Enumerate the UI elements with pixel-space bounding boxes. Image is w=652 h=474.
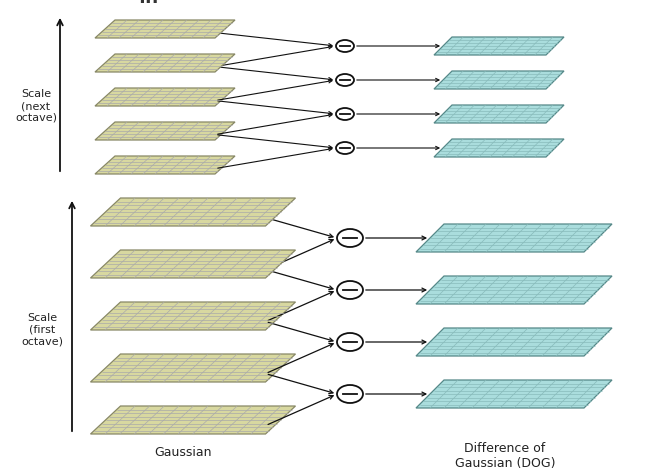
Polygon shape xyxy=(416,328,612,356)
Polygon shape xyxy=(91,354,295,382)
Polygon shape xyxy=(91,406,295,434)
Ellipse shape xyxy=(337,385,363,403)
Polygon shape xyxy=(95,122,235,140)
Polygon shape xyxy=(434,139,564,157)
Ellipse shape xyxy=(336,142,354,154)
Ellipse shape xyxy=(336,108,354,120)
Text: Scale
(first
octave): Scale (first octave) xyxy=(21,313,63,346)
Ellipse shape xyxy=(337,281,363,299)
Text: ...: ... xyxy=(138,0,158,7)
Text: Gaussian: Gaussian xyxy=(155,446,212,458)
Polygon shape xyxy=(95,54,235,72)
Text: Difference of
Gaussian (DOG): Difference of Gaussian (DOG) xyxy=(454,442,556,470)
Polygon shape xyxy=(416,380,612,408)
Polygon shape xyxy=(416,224,612,252)
Ellipse shape xyxy=(337,333,363,351)
Ellipse shape xyxy=(336,74,354,86)
Polygon shape xyxy=(95,156,235,174)
Ellipse shape xyxy=(336,40,354,52)
Polygon shape xyxy=(91,198,295,226)
Polygon shape xyxy=(95,20,235,38)
Polygon shape xyxy=(434,105,564,123)
Text: Scale
(next
octave): Scale (next octave) xyxy=(15,90,57,123)
Polygon shape xyxy=(434,71,564,89)
Polygon shape xyxy=(416,276,612,304)
Polygon shape xyxy=(95,88,235,106)
Polygon shape xyxy=(434,37,564,55)
Polygon shape xyxy=(91,250,295,278)
Ellipse shape xyxy=(337,229,363,247)
Polygon shape xyxy=(91,302,295,330)
